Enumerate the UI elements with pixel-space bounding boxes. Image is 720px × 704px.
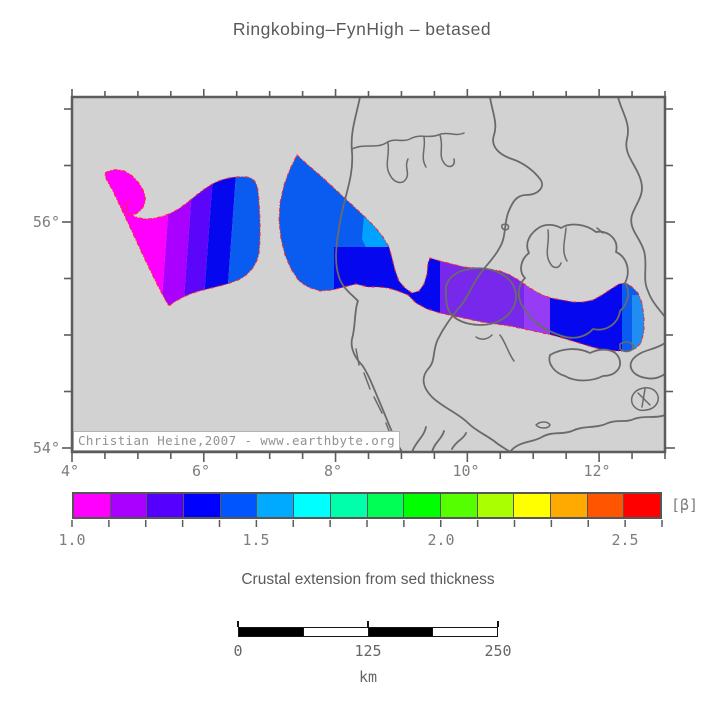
x-axis-tick-label: 8° <box>323 462 343 480</box>
scale-bar-tick <box>237 621 239 627</box>
colorbar-segment <box>146 494 184 517</box>
scale-bar-label: 0 <box>233 642 243 660</box>
colorbar-segment <box>219 494 257 517</box>
colorbar-segment <box>256 494 294 517</box>
scale-bar-label: 125 <box>354 642 382 660</box>
colorbar-segment <box>623 494 660 517</box>
colorbar-segment <box>183 494 220 517</box>
colorbar-segment <box>74 494 110 517</box>
colorbar-tick-label: 1.0 <box>58 531 86 549</box>
colorbar-segment <box>329 494 367 517</box>
colorbar-segment <box>403 494 440 517</box>
watermark: Christian Heine,2007 - www.earthbyte.org <box>73 431 401 451</box>
page-title: Ringkobing–FynHigh – betased <box>232 19 492 39</box>
caption: Crustal extension from sed thickness <box>241 571 495 588</box>
colorbar-segment <box>549 494 587 517</box>
colorbar <box>72 492 662 519</box>
scale-bar-segment <box>432 628 497 636</box>
beta-region-west <box>105 169 261 306</box>
map-canvas: Christian Heine,2007 - www.earthbyte.org <box>72 97 665 452</box>
x-axis-tick-label: 10° <box>452 462 480 480</box>
colorbar-segment <box>109 494 147 517</box>
scale-bar-segment <box>302 628 368 636</box>
colorbar-segment <box>476 494 514 517</box>
y-axis-tick-label: 54° <box>32 439 60 457</box>
scale-bar-tick <box>497 621 499 627</box>
scale-bar-label: 250 <box>484 642 512 660</box>
colorbar-segment <box>439 494 477 517</box>
x-axis-tick-label: 12° <box>583 462 611 480</box>
scale-bar-tick <box>367 621 369 627</box>
map-svg <box>104 97 665 452</box>
scale-bar-segment <box>367 628 433 636</box>
colorbar-segment <box>586 494 624 517</box>
colorbar-tick-label: 2.5 <box>611 531 639 549</box>
colorbar-segment <box>293 494 330 517</box>
colorbar-tick-label: 1.5 <box>242 531 270 549</box>
colorbar-labels: 1.0 1.5 2.0 2.5 <box>58 531 662 549</box>
colorbar-segment <box>513 494 550 517</box>
colorbar-segment <box>366 494 404 517</box>
scale-bar <box>238 627 498 637</box>
scale-bar-unit-label: km <box>358 668 378 686</box>
y-axis-tick-label: 56° <box>32 213 60 231</box>
colorbar-tick-label: 2.0 <box>427 531 455 549</box>
beta-region-east <box>279 155 644 351</box>
x-axis-tick-label: 6° <box>191 462 211 480</box>
x-axis-tick-label: 4° <box>60 462 80 480</box>
scale-bar-segment <box>239 628 303 636</box>
colorbar-unit-label: [β] <box>671 496 699 514</box>
